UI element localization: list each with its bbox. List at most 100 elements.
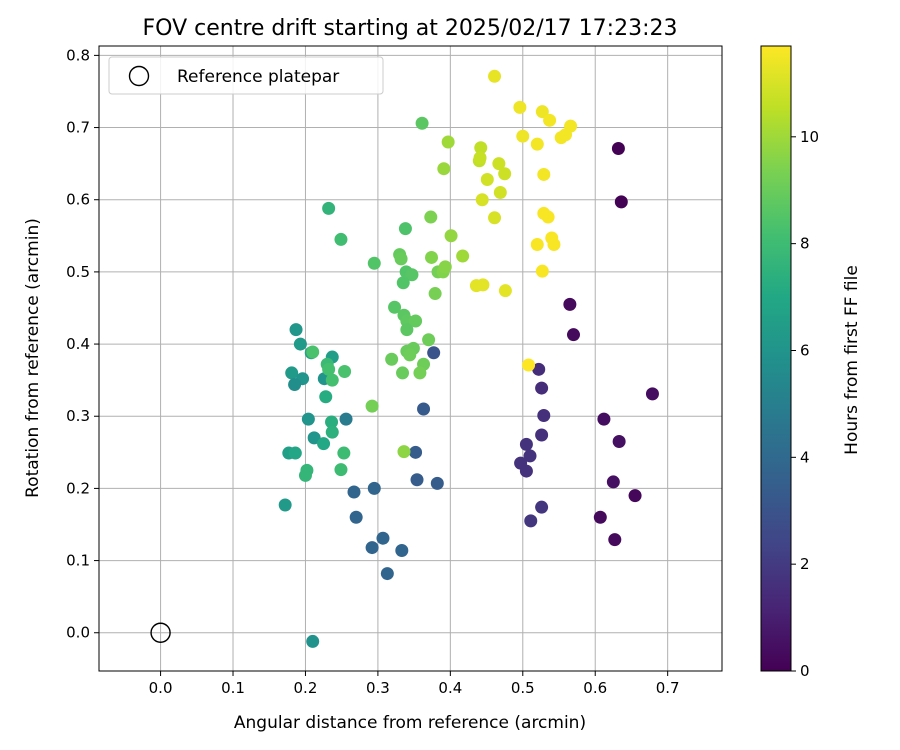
data-point xyxy=(380,567,394,581)
data-point xyxy=(474,141,488,155)
data-point xyxy=(441,135,455,149)
data-point xyxy=(438,260,452,274)
data-point xyxy=(628,489,642,503)
y-tick-label: 0.0 xyxy=(66,624,90,642)
data-point xyxy=(523,449,537,463)
data-point xyxy=(400,323,414,337)
data-point xyxy=(522,358,536,372)
data-point xyxy=(325,425,339,439)
data-point xyxy=(409,445,423,459)
data-point xyxy=(516,129,530,143)
data-point xyxy=(367,481,381,495)
data-point xyxy=(338,364,352,378)
legend-marker-icon xyxy=(128,65,150,87)
x-tick-label: 0.4 xyxy=(438,679,462,697)
data-point xyxy=(334,232,348,246)
data-point xyxy=(606,475,620,489)
data-point xyxy=(307,431,321,445)
data-point xyxy=(612,434,626,448)
x-tick-label: 0.2 xyxy=(294,679,318,697)
data-point xyxy=(645,387,659,401)
data-point xyxy=(288,377,302,391)
data-point xyxy=(488,211,502,225)
data-point xyxy=(537,167,551,181)
y-axis-label: Rotation from reference (arcmin) xyxy=(23,218,43,498)
data-point xyxy=(480,173,494,187)
data-point xyxy=(398,222,412,236)
data-point xyxy=(409,314,423,328)
y-tick-label: 0.8 xyxy=(66,46,90,64)
data-point xyxy=(428,287,442,301)
colorbar-gradient xyxy=(760,45,792,672)
data-point xyxy=(337,446,351,460)
x-axis-ticks: 0.0 0.1 0.2 0.3 0.4 0.5 0.6 0.7 xyxy=(149,671,680,697)
data-point xyxy=(396,276,410,290)
x-tick-label: 0.1 xyxy=(221,679,245,697)
data-point xyxy=(349,510,363,524)
colorbar-tick-label: 8 xyxy=(800,235,810,253)
data-point xyxy=(597,412,611,426)
data-point xyxy=(288,446,302,460)
colorbar-ticks: 0 2 4 6 8 10 xyxy=(791,128,819,680)
data-point xyxy=(473,151,487,165)
legend-label: Reference platepar xyxy=(177,67,339,87)
data-point xyxy=(334,463,348,477)
data-point xyxy=(397,445,411,459)
y-tick-label: 0.3 xyxy=(66,407,90,425)
data-point xyxy=(339,412,353,426)
data-point xyxy=(535,500,549,514)
data-point xyxy=(456,249,470,263)
data-point xyxy=(322,362,336,376)
y-tick-label: 0.2 xyxy=(66,479,90,497)
data-point xyxy=(365,399,379,413)
data-point xyxy=(405,268,419,282)
data-point xyxy=(417,402,431,416)
data-point xyxy=(422,333,436,347)
data-point xyxy=(498,284,512,298)
data-point xyxy=(530,237,544,251)
y-tick-label: 0.4 xyxy=(66,335,90,353)
data-point xyxy=(532,362,546,376)
data-point xyxy=(427,346,441,360)
y-axis-ticks: 0.0 0.1 0.2 0.3 0.4 0.5 0.6 0.7 0.8 xyxy=(66,46,99,642)
data-point xyxy=(524,514,538,528)
data-point xyxy=(559,128,573,142)
data-point xyxy=(425,250,439,264)
data-point xyxy=(488,69,502,83)
chart-title: FOV centre drift starting at 2025/02/17 … xyxy=(143,16,678,41)
data-point xyxy=(492,157,506,171)
data-point xyxy=(535,381,549,395)
colorbar-tick-label: 2 xyxy=(800,555,810,573)
data-point xyxy=(614,195,628,209)
data-point xyxy=(325,373,339,387)
data-point xyxy=(293,337,307,351)
data-point xyxy=(317,437,331,451)
colorbar-label: Hours from first FF file xyxy=(842,265,862,455)
x-tick-label: 0.0 xyxy=(149,679,173,697)
legend-box xyxy=(108,56,384,95)
data-point xyxy=(498,167,512,181)
data-point xyxy=(437,162,451,176)
x-tick-label: 0.3 xyxy=(366,679,390,697)
data-point xyxy=(376,531,390,545)
data-point xyxy=(608,533,622,547)
data-point xyxy=(396,366,410,380)
data-point xyxy=(475,193,489,207)
data-point xyxy=(395,543,409,557)
y-tick-label: 0.5 xyxy=(66,263,90,281)
data-point xyxy=(298,468,312,482)
data-point xyxy=(547,237,561,251)
data-point xyxy=(367,256,381,270)
data-point xyxy=(388,300,402,314)
y-tick-label: 0.1 xyxy=(66,552,90,570)
data-point xyxy=(424,210,438,224)
data-point xyxy=(403,348,417,362)
data-point xyxy=(347,485,361,499)
data-point xyxy=(415,116,429,130)
data-point xyxy=(535,264,549,278)
plot-frame xyxy=(98,45,723,672)
data-points xyxy=(278,69,659,648)
data-point xyxy=(306,345,320,359)
data-point xyxy=(535,428,549,442)
